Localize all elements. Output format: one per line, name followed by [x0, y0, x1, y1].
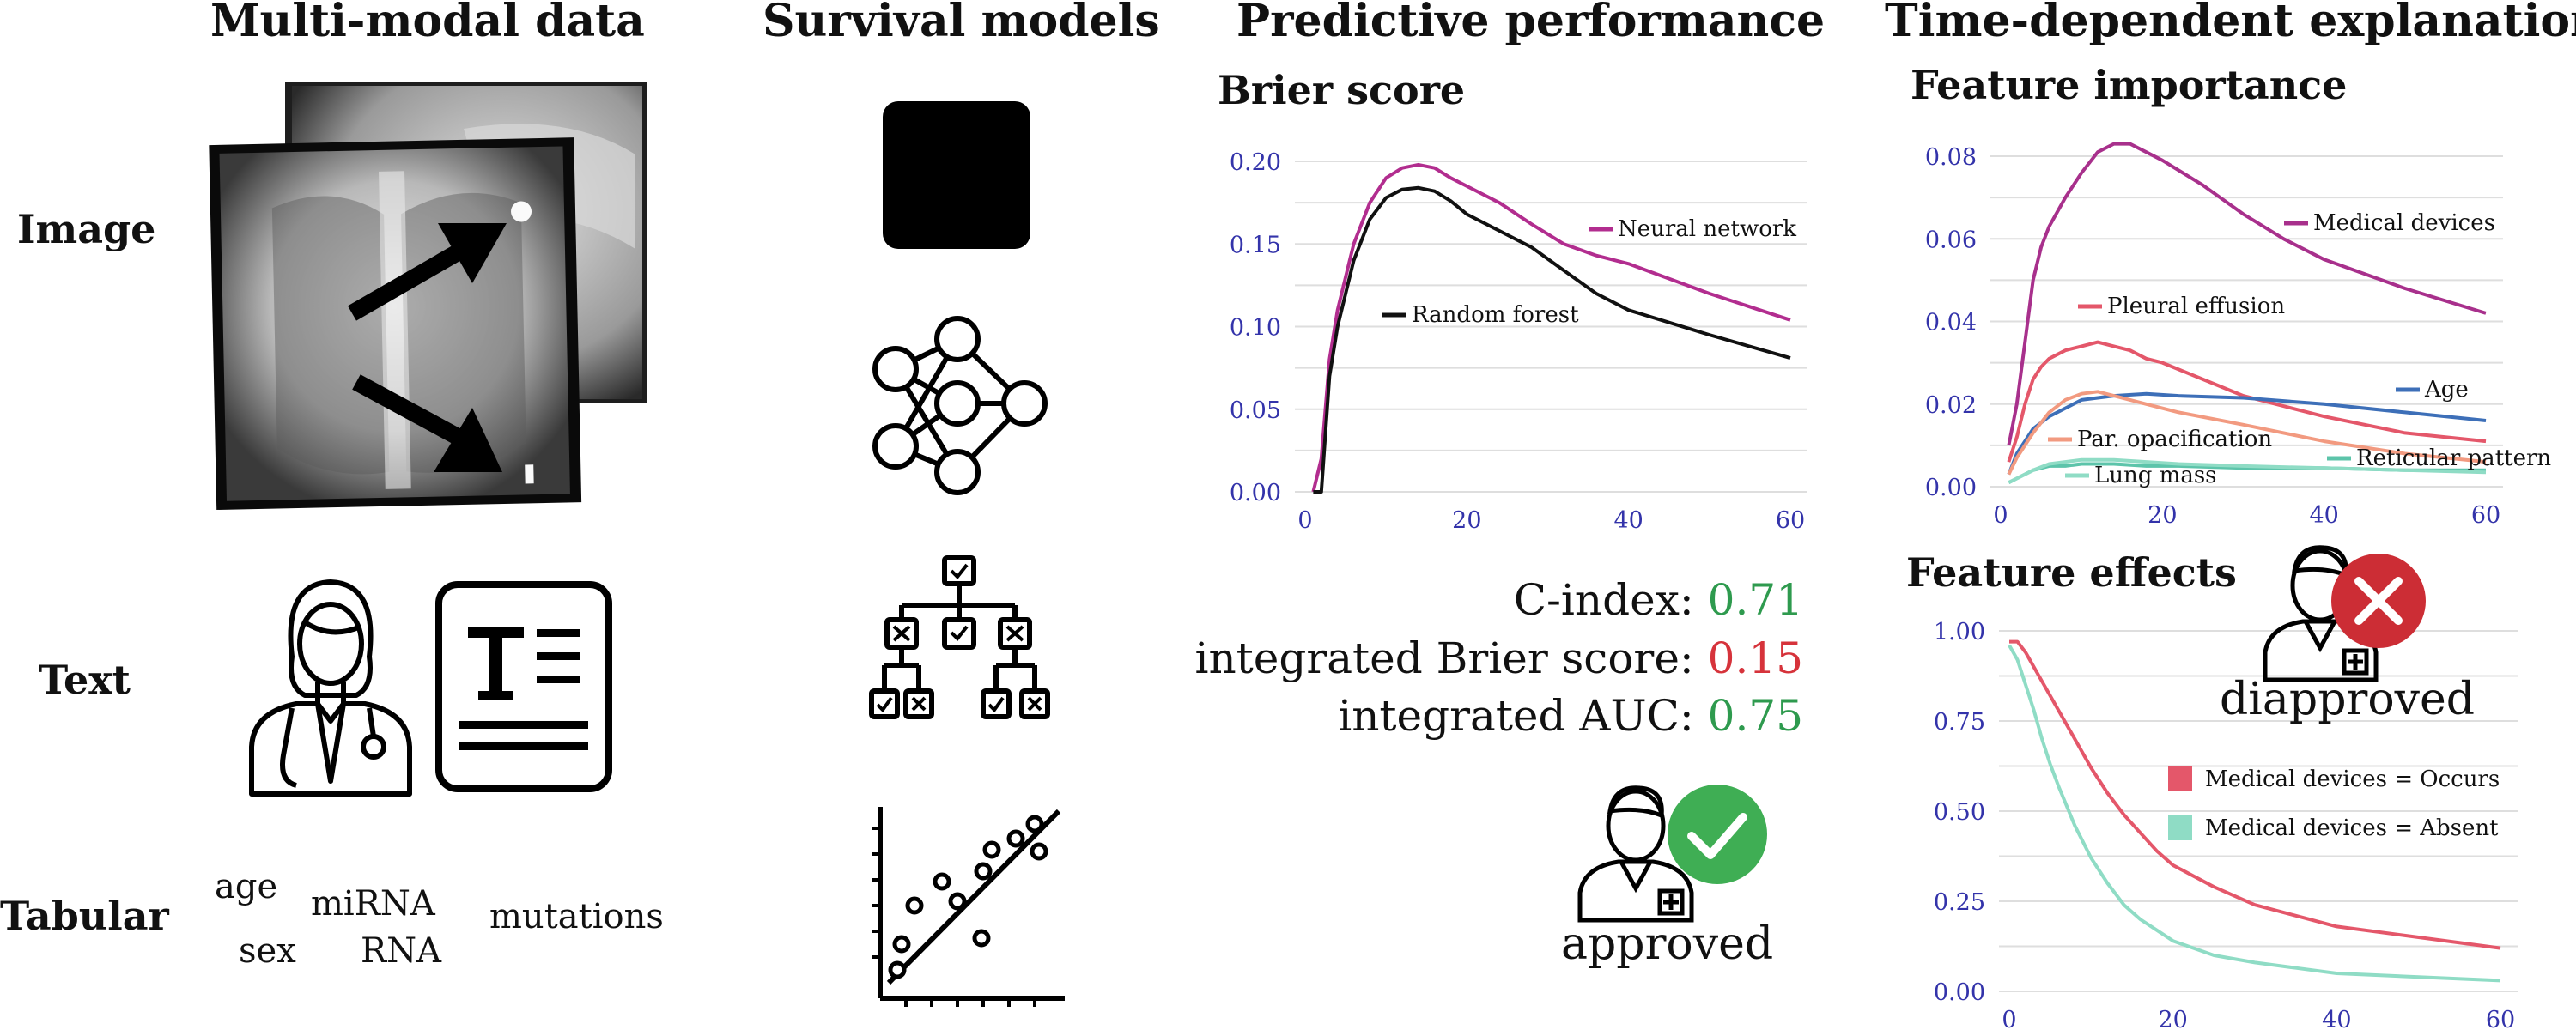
- x-tick-label: 60: [1776, 507, 1805, 534]
- tabular-word-rna: RNA: [361, 931, 442, 971]
- x-tick-label: 40: [2322, 1007, 2351, 1030]
- row-label-image: Image: [17, 206, 156, 252]
- metric-ibs: integrated Brier score: 0.15: [1185, 633, 1803, 683]
- metric-cindex: C-index: 0.71: [1236, 575, 1803, 625]
- legend-medical-devices: Medical devices: [2313, 210, 2495, 236]
- x-tick-label: 0: [1297, 507, 1312, 534]
- legend-pleural-effusion: Pleural effusion: [2107, 294, 2285, 319]
- metric-iauc-value: 0.75: [1707, 691, 1803, 741]
- x-tick-label: 20: [2148, 502, 2177, 529]
- metric-cindex-value: 0.71: [1707, 575, 1803, 625]
- y-tick-label: 0.02: [1925, 392, 1977, 419]
- arrow-lower: [352, 374, 502, 472]
- metric-iauc: integrated AUC: 0.75: [1236, 691, 1803, 741]
- y-tick-label: 0.15: [1230, 232, 1281, 258]
- legend-reticular-pattern: Reticular pattern: [2356, 445, 2551, 471]
- decision-tree-icon: [869, 555, 1050, 719]
- y-tick-label: 0.75: [1934, 709, 1985, 736]
- text-document-icon: [435, 581, 612, 792]
- importance-title: Feature importance: [1911, 62, 2348, 108]
- effects-chart: 0.00 0.25 0.50 0.75 1.00 0 20 40 60 Medical devic…: [1934, 619, 2518, 1030]
- xray-front: [209, 137, 582, 510]
- row-label-tabular: Tabular: [0, 893, 169, 939]
- series-line-0: [2009, 639, 2501, 950]
- legend-random-forest: Random forest: [1412, 302, 1579, 328]
- series-line-1: [1313, 185, 1791, 494]
- column-title-survival: Survival models: [762, 0, 1160, 47]
- metric-ibs-label: integrated Brier score:: [1194, 633, 1694, 683]
- x-tick-label: 60: [2471, 502, 2500, 529]
- tabular-word-mirna: miRNA: [311, 884, 435, 924]
- series-line-1: [2008, 644, 2501, 983]
- x-tick-label: 40: [1613, 507, 1643, 534]
- x-tick-label: 40: [2309, 502, 2338, 529]
- legend-absent: Medical devices = Absent: [2205, 815, 2499, 841]
- doctor-approved-icon: [1577, 785, 1767, 923]
- series-line-0: [1311, 162, 1791, 493]
- brier-title: Brier score: [1218, 67, 1466, 113]
- neural-network-icon: [872, 316, 1048, 495]
- tabular-word-age: age: [215, 867, 278, 906]
- column-title-predictive: Predictive performance: [1236, 0, 1826, 47]
- column-title-multimodal: Multi-modal data: [210, 0, 645, 47]
- x-tick-label: 0: [1993, 502, 2008, 529]
- series-line-3: [2007, 390, 2487, 476]
- legend-occurs-swatch: [2168, 766, 2192, 791]
- legend-absent-swatch: [2168, 815, 2192, 840]
- series-line-5: [2008, 457, 2487, 484]
- legend-neural-network: Neural network: [1618, 216, 1796, 242]
- y-tick-label: 0.06: [1925, 227, 1977, 253]
- regression-scatter-icon: [872, 807, 1065, 1007]
- approved-label: approved: [1561, 918, 1774, 970]
- black-box-model-icon: [883, 101, 1030, 249]
- x-tick-label: 0: [2002, 1007, 2016, 1030]
- x-tick-label: 60: [2486, 1007, 2515, 1030]
- legend-age: Age: [2424, 377, 2469, 403]
- metric-ibs-value: 0.15: [1707, 633, 1803, 683]
- x-tick-label: 20: [1452, 507, 1481, 534]
- column-title-explanations: Time-dependent explanations: [1885, 0, 2576, 47]
- x-tick-label: 20: [2158, 1007, 2187, 1030]
- doctor-disapproved-icon: [2263, 545, 2426, 682]
- legend-par-opacification: Par. opacification: [2077, 427, 2272, 452]
- legend-lung-mass: Lung mass: [2094, 463, 2217, 488]
- y-tick-label: 0.20: [1230, 149, 1281, 176]
- y-tick-label: 0.50: [1934, 799, 1985, 826]
- y-tick-label: 0.04: [1925, 310, 1977, 336]
- tabular-word-sex: sex: [239, 931, 296, 971]
- tabular-word-mutations: mutations: [489, 897, 664, 936]
- metric-cindex-label: C-index:: [1513, 575, 1694, 625]
- brier-chart: 0.00 0.05 0.10 0.15 0.20 0 20 40 60 Neural networ…: [1230, 149, 1807, 534]
- arrow-upper: [348, 223, 507, 321]
- check-badge-icon: [1668, 785, 1767, 884]
- xray-images: [209, 82, 647, 510]
- y-tick-label: 0.05: [1230, 397, 1281, 424]
- effects-title: Feature effects: [1906, 549, 2237, 596]
- y-tick-label: 0.10: [1230, 315, 1281, 342]
- y-tick-label: 0.00: [1925, 475, 1977, 501]
- y-tick-label: 1.00: [1934, 619, 1985, 645]
- y-tick-label: 0.00: [1934, 979, 1985, 1006]
- metric-iauc-label: integrated AUC:: [1338, 691, 1694, 741]
- importance-chart: 0.00 0.02 0.04 0.06 0.08 0 20 40 60 Medical devic…: [1925, 142, 2551, 529]
- y-tick-label: 0.00: [1230, 480, 1281, 506]
- series-line-0: [2007, 142, 2487, 446]
- doctor-icon: [249, 579, 412, 797]
- disapproved-label: diapproved: [2220, 674, 2476, 725]
- legend-occurs: Medical devices = Occurs: [2205, 766, 2500, 792]
- row-label-text: Text: [39, 657, 131, 703]
- y-tick-label: 0.25: [1934, 889, 1985, 916]
- y-tick-label: 0.08: [1925, 144, 1977, 171]
